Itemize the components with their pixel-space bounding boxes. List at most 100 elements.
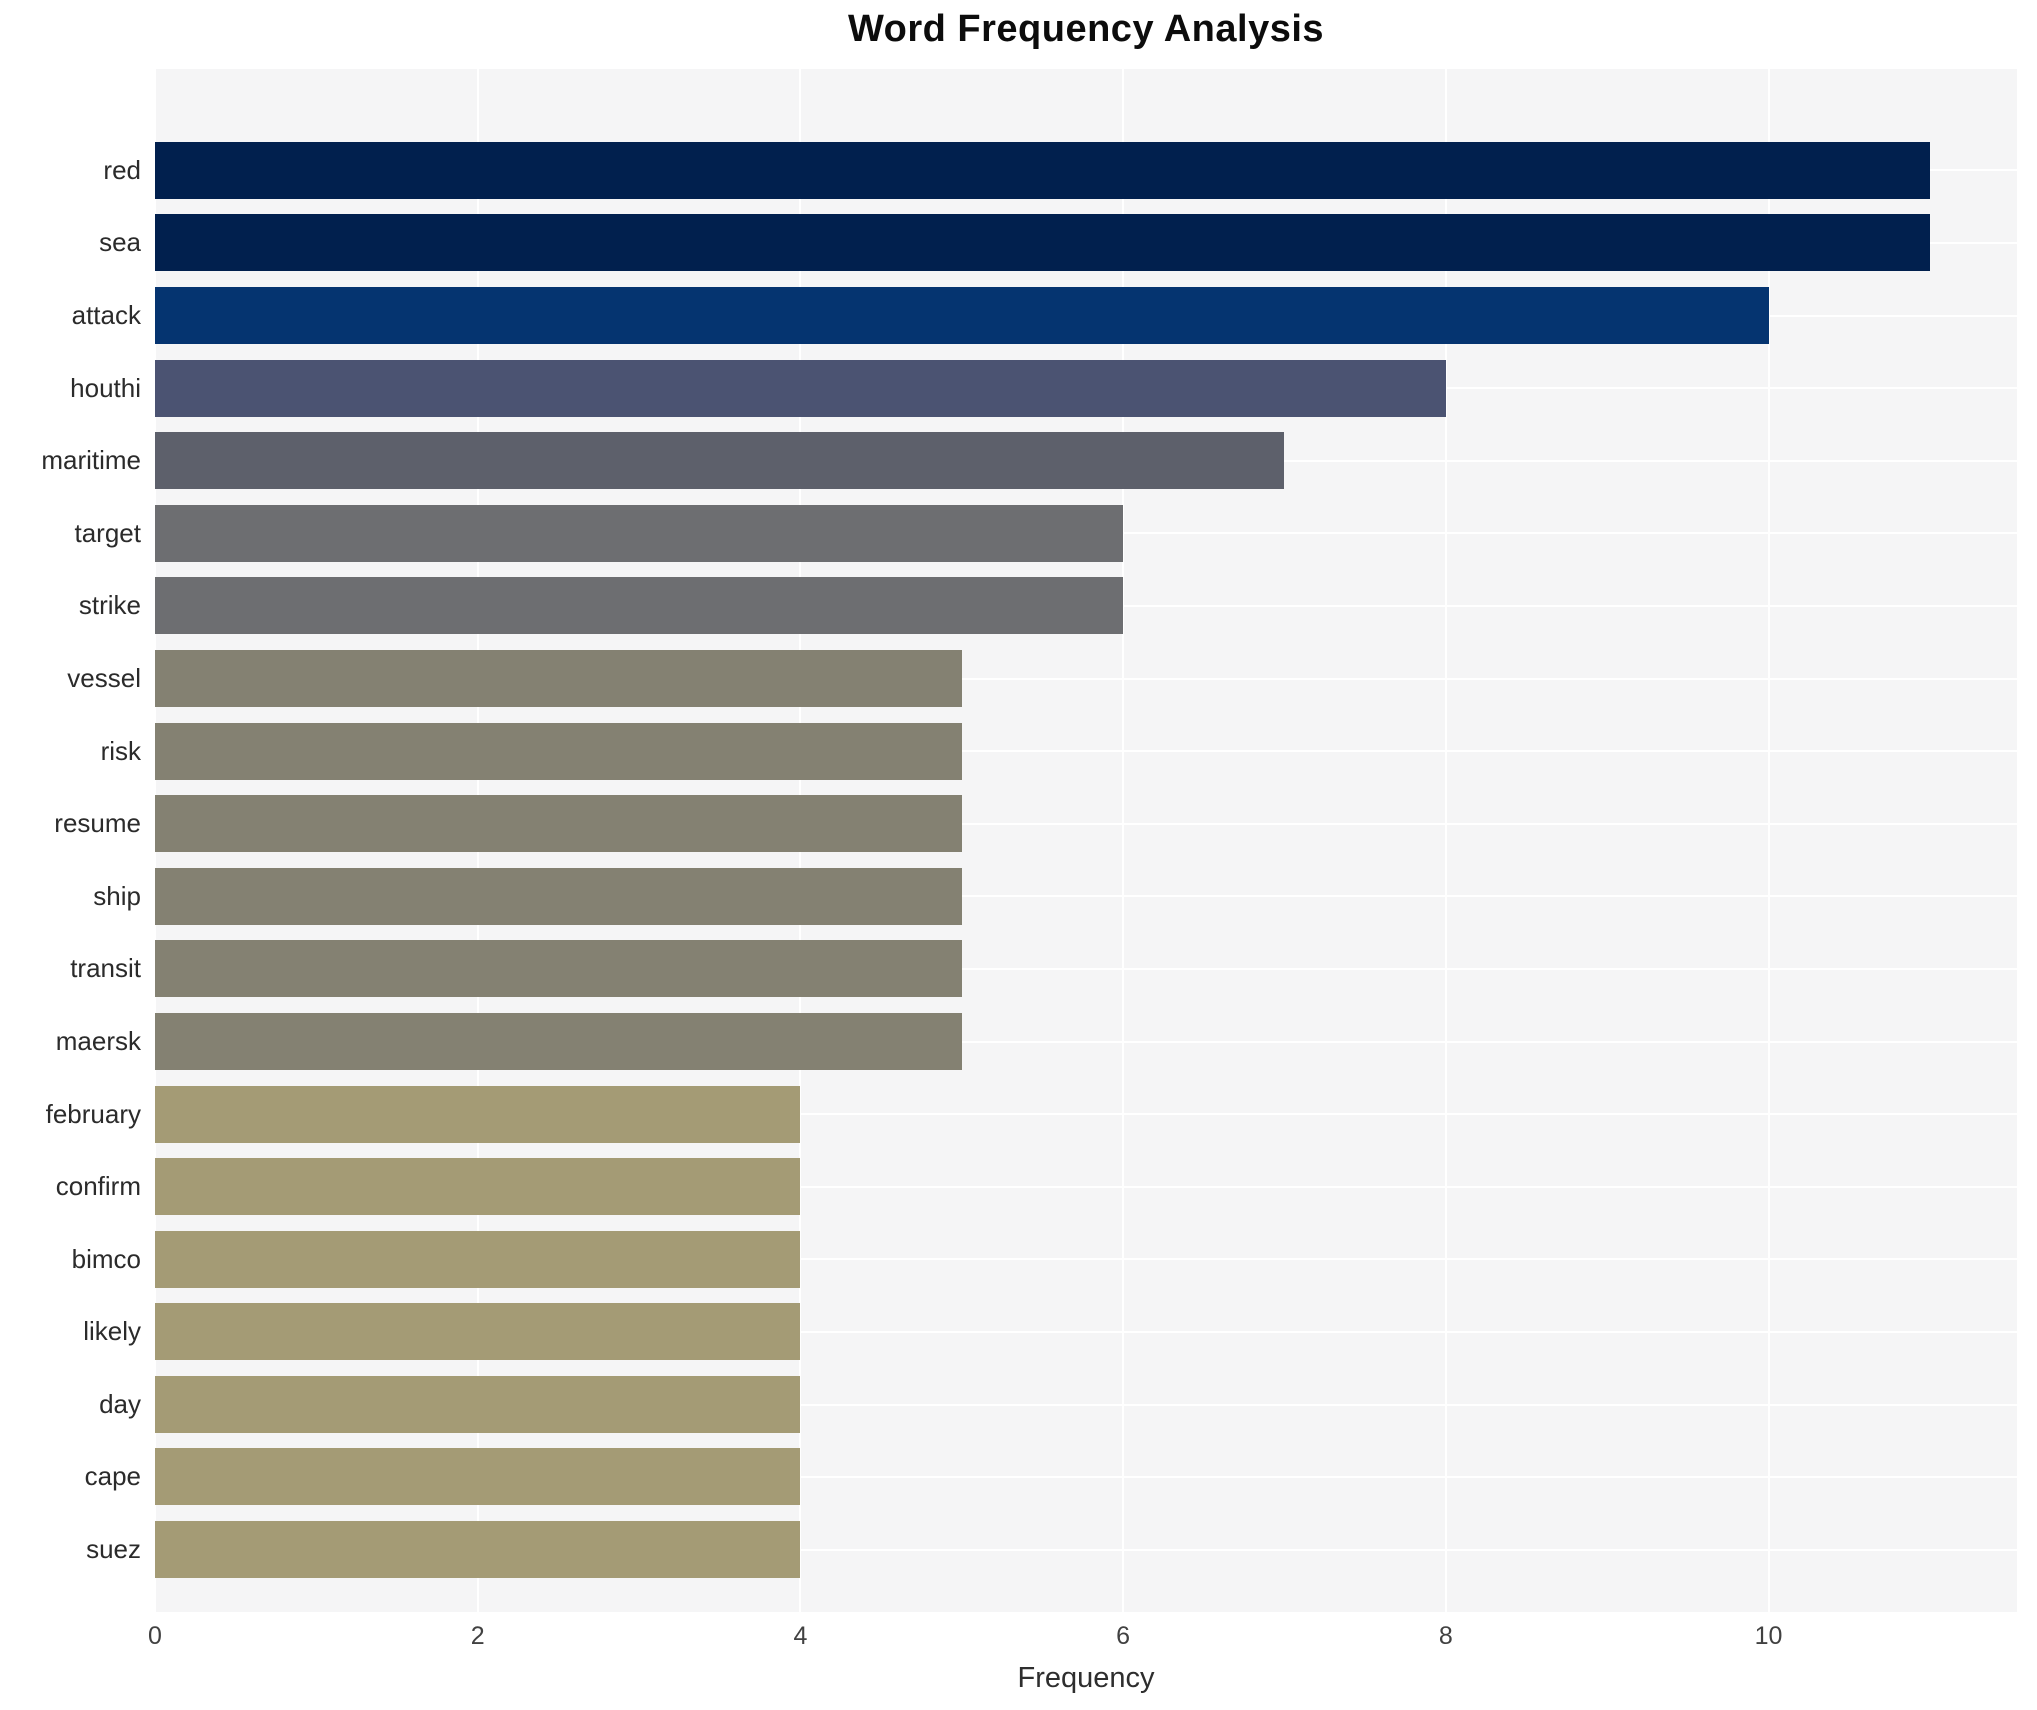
bar-row: february xyxy=(0,1078,2017,1151)
frequency-bar xyxy=(155,1085,801,1143)
bar-track xyxy=(155,207,2017,280)
category-label: target xyxy=(74,517,142,548)
gridline-h xyxy=(155,1258,2017,1261)
bar-row: maritime xyxy=(0,424,2017,497)
bar-row: vessel xyxy=(0,642,2017,715)
bar-rows-container: red sea attack houthi maritime target strike ve… xyxy=(0,134,2017,1586)
frequency-bar xyxy=(155,214,1930,272)
bar-row: attack xyxy=(0,279,2017,352)
frequency-bar xyxy=(155,722,962,780)
gridline-v xyxy=(1444,69,1447,1612)
bar-row: cape xyxy=(0,1441,2017,1514)
bar-row: houthi xyxy=(0,352,2017,425)
category-label: sea xyxy=(99,227,141,258)
x-tick-label: 2 xyxy=(470,1622,485,1650)
bar-track xyxy=(155,570,2017,643)
bar-track xyxy=(155,933,2017,1006)
gridline-h xyxy=(155,1548,2017,1551)
bar-row: red xyxy=(0,134,2017,207)
bar-track xyxy=(155,1150,2017,1223)
bar-row: ship xyxy=(0,860,2017,933)
x-tick-label: 8 xyxy=(1438,1622,1453,1650)
bar-track xyxy=(155,1078,2017,1151)
gridline-v xyxy=(1767,69,1770,1612)
frequency-bar xyxy=(155,504,1124,562)
bar-row: sea xyxy=(0,207,2017,280)
category-label: resume xyxy=(54,808,141,839)
category-label: february xyxy=(45,1098,141,1129)
category-label: vessel xyxy=(67,662,141,693)
category-label: transit xyxy=(70,953,141,984)
frequency-bar xyxy=(155,1521,801,1579)
category-label: likely xyxy=(83,1316,141,1347)
frequency-bar xyxy=(155,795,962,853)
bar-row: confirm xyxy=(0,1150,2017,1223)
x-axis-title: Frequency xyxy=(1017,1662,1155,1694)
category-label: red xyxy=(103,154,141,185)
bar-track xyxy=(155,134,2017,207)
bar-track xyxy=(155,279,2017,352)
frequency-bar xyxy=(155,940,962,998)
bar-track xyxy=(155,497,2017,570)
bar-track xyxy=(155,715,2017,788)
frequency-bar xyxy=(155,649,962,707)
frequency-bar xyxy=(155,867,962,925)
gridline-h xyxy=(155,1040,2017,1043)
chart-title: Word Frequency Analysis xyxy=(847,8,1325,50)
category-label: maersk xyxy=(55,1025,141,1056)
gridline-h xyxy=(155,1403,2017,1406)
bar-row: target xyxy=(0,497,2017,570)
frequency-bar xyxy=(155,1158,801,1216)
gridline-h xyxy=(155,822,2017,825)
bar-track xyxy=(155,1513,2017,1586)
category-label: houthi xyxy=(70,372,141,403)
category-label: strike xyxy=(78,590,141,621)
bar-row: transit xyxy=(0,933,2017,1006)
bar-row: suez xyxy=(0,1513,2017,1586)
bar-row: likely xyxy=(0,1296,2017,1369)
bar-track xyxy=(155,1296,2017,1369)
category-label: bimco xyxy=(71,1243,141,1274)
gridline-h xyxy=(155,677,2017,680)
bar-track xyxy=(155,1368,2017,1441)
frequency-bar xyxy=(155,141,1930,199)
category-label: suez xyxy=(86,1534,141,1565)
frequency-bar xyxy=(155,1012,962,1070)
frequency-bar xyxy=(155,286,1769,344)
x-tick-label: 10 xyxy=(1754,1622,1783,1650)
bar-track xyxy=(155,642,2017,715)
bar-row: strike xyxy=(0,570,2017,643)
gridline-h xyxy=(155,967,2017,970)
frequency-bar xyxy=(155,1303,801,1361)
gridline-h xyxy=(155,1330,2017,1333)
gridline-h xyxy=(155,1476,2017,1479)
gridline-h xyxy=(155,895,2017,898)
category-label: confirm xyxy=(55,1171,141,1202)
x-tick-label: 6 xyxy=(1116,1622,1131,1650)
bar-track xyxy=(155,1441,2017,1514)
bar-track xyxy=(155,424,2017,497)
category-label: risk xyxy=(100,735,141,766)
bar-row: bimco xyxy=(0,1223,2017,1296)
x-tick-label: 0 xyxy=(148,1622,162,1650)
gridline-h xyxy=(155,1185,2017,1188)
frequency-bar xyxy=(155,359,1446,417)
category-label: maritime xyxy=(41,445,141,476)
frequency-bar xyxy=(155,1230,801,1288)
category-label: day xyxy=(99,1388,141,1419)
frequency-bar xyxy=(155,577,1124,635)
bar-track xyxy=(155,352,2017,425)
bar-row: maersk xyxy=(0,1005,2017,1078)
gridline-h xyxy=(155,1113,2017,1116)
bar-row: day xyxy=(0,1368,2017,1441)
bar-track xyxy=(155,1223,2017,1296)
bar-row: risk xyxy=(0,715,2017,788)
frequency-bar xyxy=(155,1375,801,1433)
gridline-h xyxy=(155,750,2017,753)
category-label: ship xyxy=(93,880,141,911)
frequency-bar xyxy=(155,432,1285,490)
gridline-v xyxy=(1122,69,1125,1612)
bar-track xyxy=(155,860,2017,933)
bar-track xyxy=(155,1005,2017,1078)
